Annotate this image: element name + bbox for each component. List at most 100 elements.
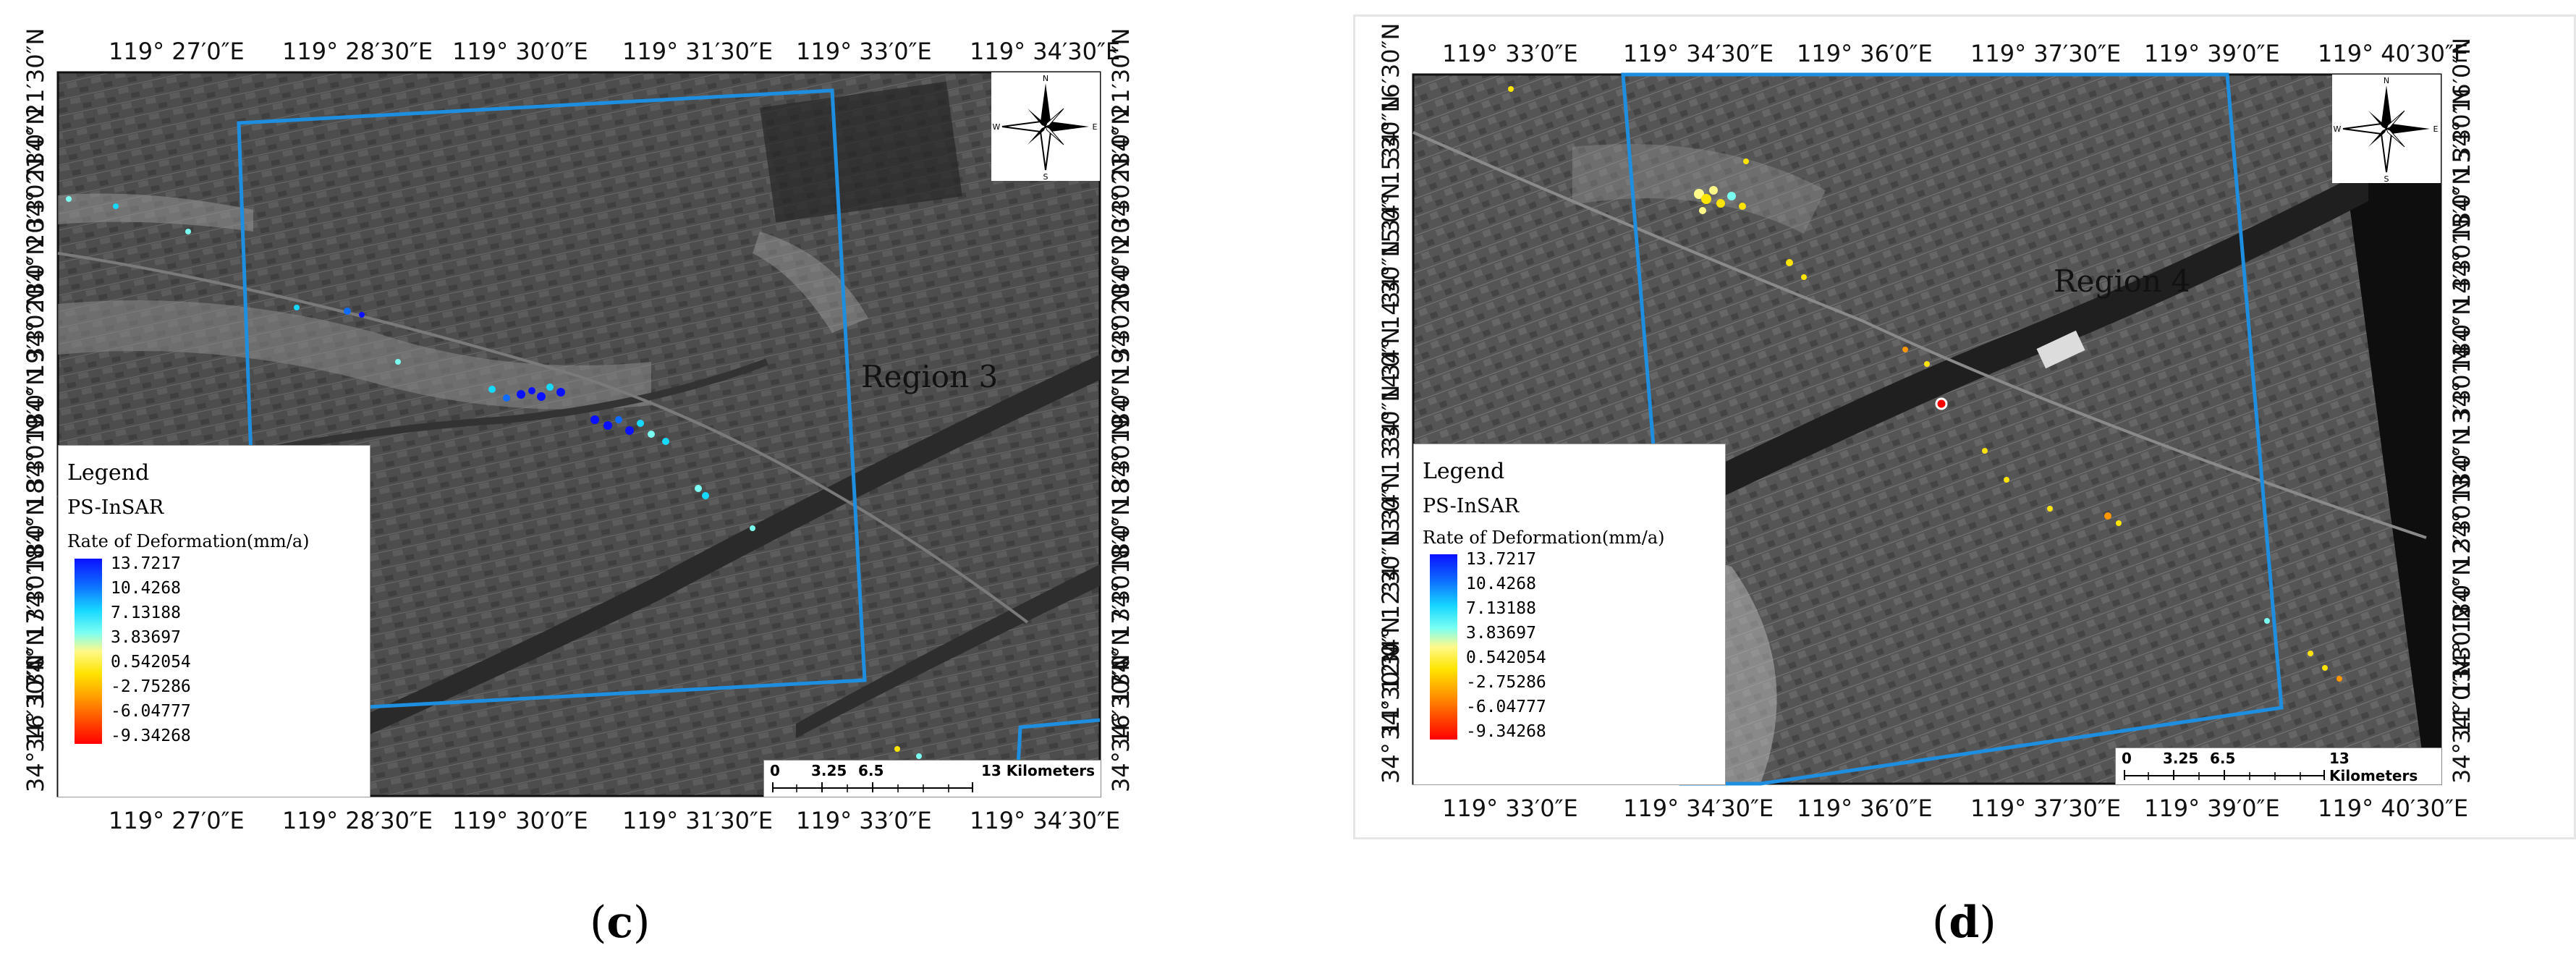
svg-text:W: W — [2334, 124, 2342, 134]
legend-color-ramp — [75, 559, 102, 744]
svg-text:119° 33′0″E: 119° 33′0″E — [796, 38, 932, 65]
svg-text:34° 13′30″N: 34° 13′30″N — [2448, 349, 2475, 487]
svg-text:34° 21′30″N: 34° 21′30″N — [1107, 28, 1135, 166]
map-panel-d: Region 4 — [1353, 14, 2576, 839]
bottom-axis-c: 119° 27′0″E 119° 28′30″E 119° 30′0″E 119… — [109, 807, 1120, 834]
right-axis-d: 34° 16′0″N 34° 15′30″N 34° 15′0″N 34° 14… — [2448, 38, 2475, 784]
svg-text:34° 21′0″N: 34° 21′0″N — [1107, 108, 1135, 232]
svg-text:119° 28′30″E: 119° 28′30″E — [282, 38, 433, 65]
legend-value: 7.13188 — [1466, 599, 1536, 618]
svg-text:34° 11′0″N: 34° 11′0″N — [2448, 660, 2475, 784]
svg-text:34° 19′0″N: 34° 19′0″N — [1107, 368, 1135, 492]
legend-value: -9.34268 — [1466, 722, 1546, 741]
scale-bar-c: 0 3.25 6.5 13 Kilometers — [763, 760, 1101, 797]
svg-text:34° 16′30″N: 34° 16′30″N — [1107, 654, 1135, 792]
legend-value: -6.04777 — [111, 702, 191, 721]
svg-text:34° 12′30″N: 34° 12′30″N — [1377, 530, 1404, 668]
legend-c: Legend PS-InSAR Rate of Deformation(mm/a… — [58, 445, 370, 797]
svg-text:119° 31′30″E: 119° 31′30″E — [622, 807, 773, 834]
legend-value: -6.04777 — [1466, 698, 1546, 716]
svg-text:34° 15′0″N: 34° 15′0″N — [1377, 182, 1404, 306]
svg-text:34° 15′0″N: 34° 15′0″N — [2448, 168, 2475, 292]
svg-text:119° 33′0″E: 119° 33′0″E — [796, 807, 932, 834]
svg-text:119° 37′30″E: 119° 37′30″E — [1970, 795, 2121, 822]
compass-rose-icon: N E S W — [993, 74, 1098, 182]
legend-value: 10.4268 — [1466, 575, 1536, 593]
svg-text:34° 16′30″N: 34° 16′30″N — [22, 654, 49, 792]
legend-rate-label: Rate of Deformation(mm/a) — [67, 531, 310, 551]
caption-c: (c) — [590, 897, 651, 948]
left-axis-c: 34° 21′30″N 34° 21′0″N 34° 20′30″N 34° 2… — [22, 28, 49, 792]
svg-text:34° 20′30″N: 34° 20′30″N — [1107, 158, 1135, 297]
svg-text:34° 20′30″N: 34° 20′30″N — [22, 158, 49, 297]
svg-text:119° 33′0″E: 119° 33′0″E — [1442, 40, 1578, 67]
legend-d: Legend PS-InSAR Rate of Deformation(mm/a… — [1413, 444, 1726, 785]
legend-title: Legend — [1423, 459, 1505, 484]
legend-value: 13.7217 — [111, 554, 181, 573]
svg-text:34° 16′30″N: 34° 16′30″N — [1377, 23, 1404, 161]
svg-text:119° 34′30″E: 119° 34′30″E — [970, 38, 1120, 65]
svg-text:119° 27′0″E: 119° 27′0″E — [109, 38, 245, 65]
legend-value: 0.542054 — [1466, 648, 1546, 667]
no-data-area-d — [2332, 75, 2441, 784]
svg-text:34° 13′0″N: 34° 13′0″N — [1377, 472, 1404, 596]
svg-text:119° 37′30″E: 119° 37′30″E — [1970, 40, 2121, 67]
svg-text:34° 19′30″N: 34° 19′30″N — [22, 289, 49, 427]
svg-text:34° 14′30″N: 34° 14′30″N — [2448, 219, 2475, 357]
svg-text:34° 18′30″N: 34° 18′30″N — [1107, 419, 1135, 557]
legend-color-ramp — [1430, 554, 1457, 740]
legend-value: 7.13188 — [111, 604, 181, 622]
svg-text:119° 36′0″E: 119° 36′0″E — [1797, 795, 1933, 822]
svg-text:119° 40′30″E: 119° 40′30″E — [2318, 40, 2468, 67]
svg-text:34° 12′30″N: 34° 12′30″N — [2448, 479, 2475, 617]
legend-title: Legend — [67, 460, 150, 486]
svg-text:34° 18′30″N: 34° 18′30″N — [22, 419, 49, 557]
svg-text:119° 36′0″E: 119° 36′0″E — [1797, 40, 1933, 67]
scale-bar-d: 0 3.25 6.5 13 Kilometers — [2115, 748, 2442, 785]
svg-text:34° 17′0″N: 34° 17′0″N — [1107, 629, 1135, 753]
svg-text:34° 21′30″N: 34° 21′30″N — [22, 28, 49, 166]
svg-text:119° 34′30″E: 119° 34′30″E — [1623, 795, 1774, 822]
svg-text:N: N — [1043, 74, 1048, 83]
legend-value: 13.7217 — [1466, 550, 1536, 569]
svg-text:34° 13′0″N: 34° 13′0″N — [2448, 428, 2475, 552]
svg-text:119° 31′30″E: 119° 31′30″E — [622, 38, 773, 65]
map-figure-c: Region 3 — [22, 28, 1135, 834]
svg-text:34° 12′0″N: 34° 12′0″N — [1377, 617, 1404, 740]
svg-text:119° 30′0″E: 119° 30′0″E — [452, 807, 588, 834]
ps-points-c — [66, 196, 922, 759]
legend-rate-label: Rate of Deformation(mm/a) — [1423, 528, 1665, 548]
legend-value: -9.34268 — [111, 727, 191, 745]
svg-text:34° 20′0″N: 34° 20′0″N — [1107, 238, 1135, 362]
svg-text:34° 18′0″N: 34° 18′0″N — [22, 499, 49, 622]
svg-text:119° 34′30″E: 119° 34′30″E — [970, 807, 1120, 834]
svg-text:34° 15′30″N: 34° 15′30″N — [2448, 88, 2475, 226]
legend-value: 0.542054 — [111, 653, 191, 672]
svg-text:E: E — [1093, 122, 1098, 132]
north-arrow-c: N E S W — [991, 72, 1100, 182]
svg-text:119° 39′0″E: 119° 39′0″E — [2144, 795, 2280, 822]
ps-points-d — [1508, 86, 2342, 682]
svg-text:34° 11′30″N: 34° 11′30″N — [1377, 645, 1404, 784]
svg-text:119° 30′0″E: 119° 30′0″E — [452, 38, 588, 65]
svg-text:34° 19′0″N: 34° 19′0″N — [22, 368, 49, 492]
svg-text:34° 17′0″N: 34° 17′0″N — [22, 629, 49, 753]
svg-text:34° 17′30″N: 34° 17′30″N — [22, 549, 49, 687]
svg-text:34° 11′30″N: 34° 11′30″N — [2448, 606, 2475, 744]
svg-text:N: N — [2384, 76, 2389, 85]
svg-text:34° 12′0″N: 34° 12′0″N — [2448, 559, 2475, 682]
legend-layer: PS-InSAR — [67, 496, 164, 519]
north-arrow-d: N E S W — [2332, 75, 2441, 184]
legend-layer: PS-InSAR — [1423, 495, 1520, 517]
svg-text:34° 14′0″N: 34° 14′0″N — [1377, 327, 1404, 451]
svg-text:34° 14′30″N: 34° 14′30″N — [1377, 240, 1404, 378]
legend-value: 3.83697 — [1466, 624, 1536, 643]
right-axis-c: 34° 21′30″N 34° 21′0″N 34° 20′30″N 34° 2… — [1107, 28, 1135, 792]
bottom-axis-d: 119° 33′0″E 119° 34′30″E 119° 36′0″E 119… — [1442, 795, 2468, 822]
svg-text:34° 20′0″N: 34° 20′0″N — [22, 238, 49, 362]
svg-text:34° 17′30″N: 34° 17′30″N — [1107, 549, 1135, 687]
svg-text:34° 14′0″N: 34° 14′0″N — [2448, 298, 2475, 422]
compass-rose-icon: N E S W — [2334, 76, 2439, 184]
map-panel-c: Region 3 — [0, 14, 1223, 847]
svg-text:119° 28′30″E: 119° 28′30″E — [282, 807, 433, 834]
